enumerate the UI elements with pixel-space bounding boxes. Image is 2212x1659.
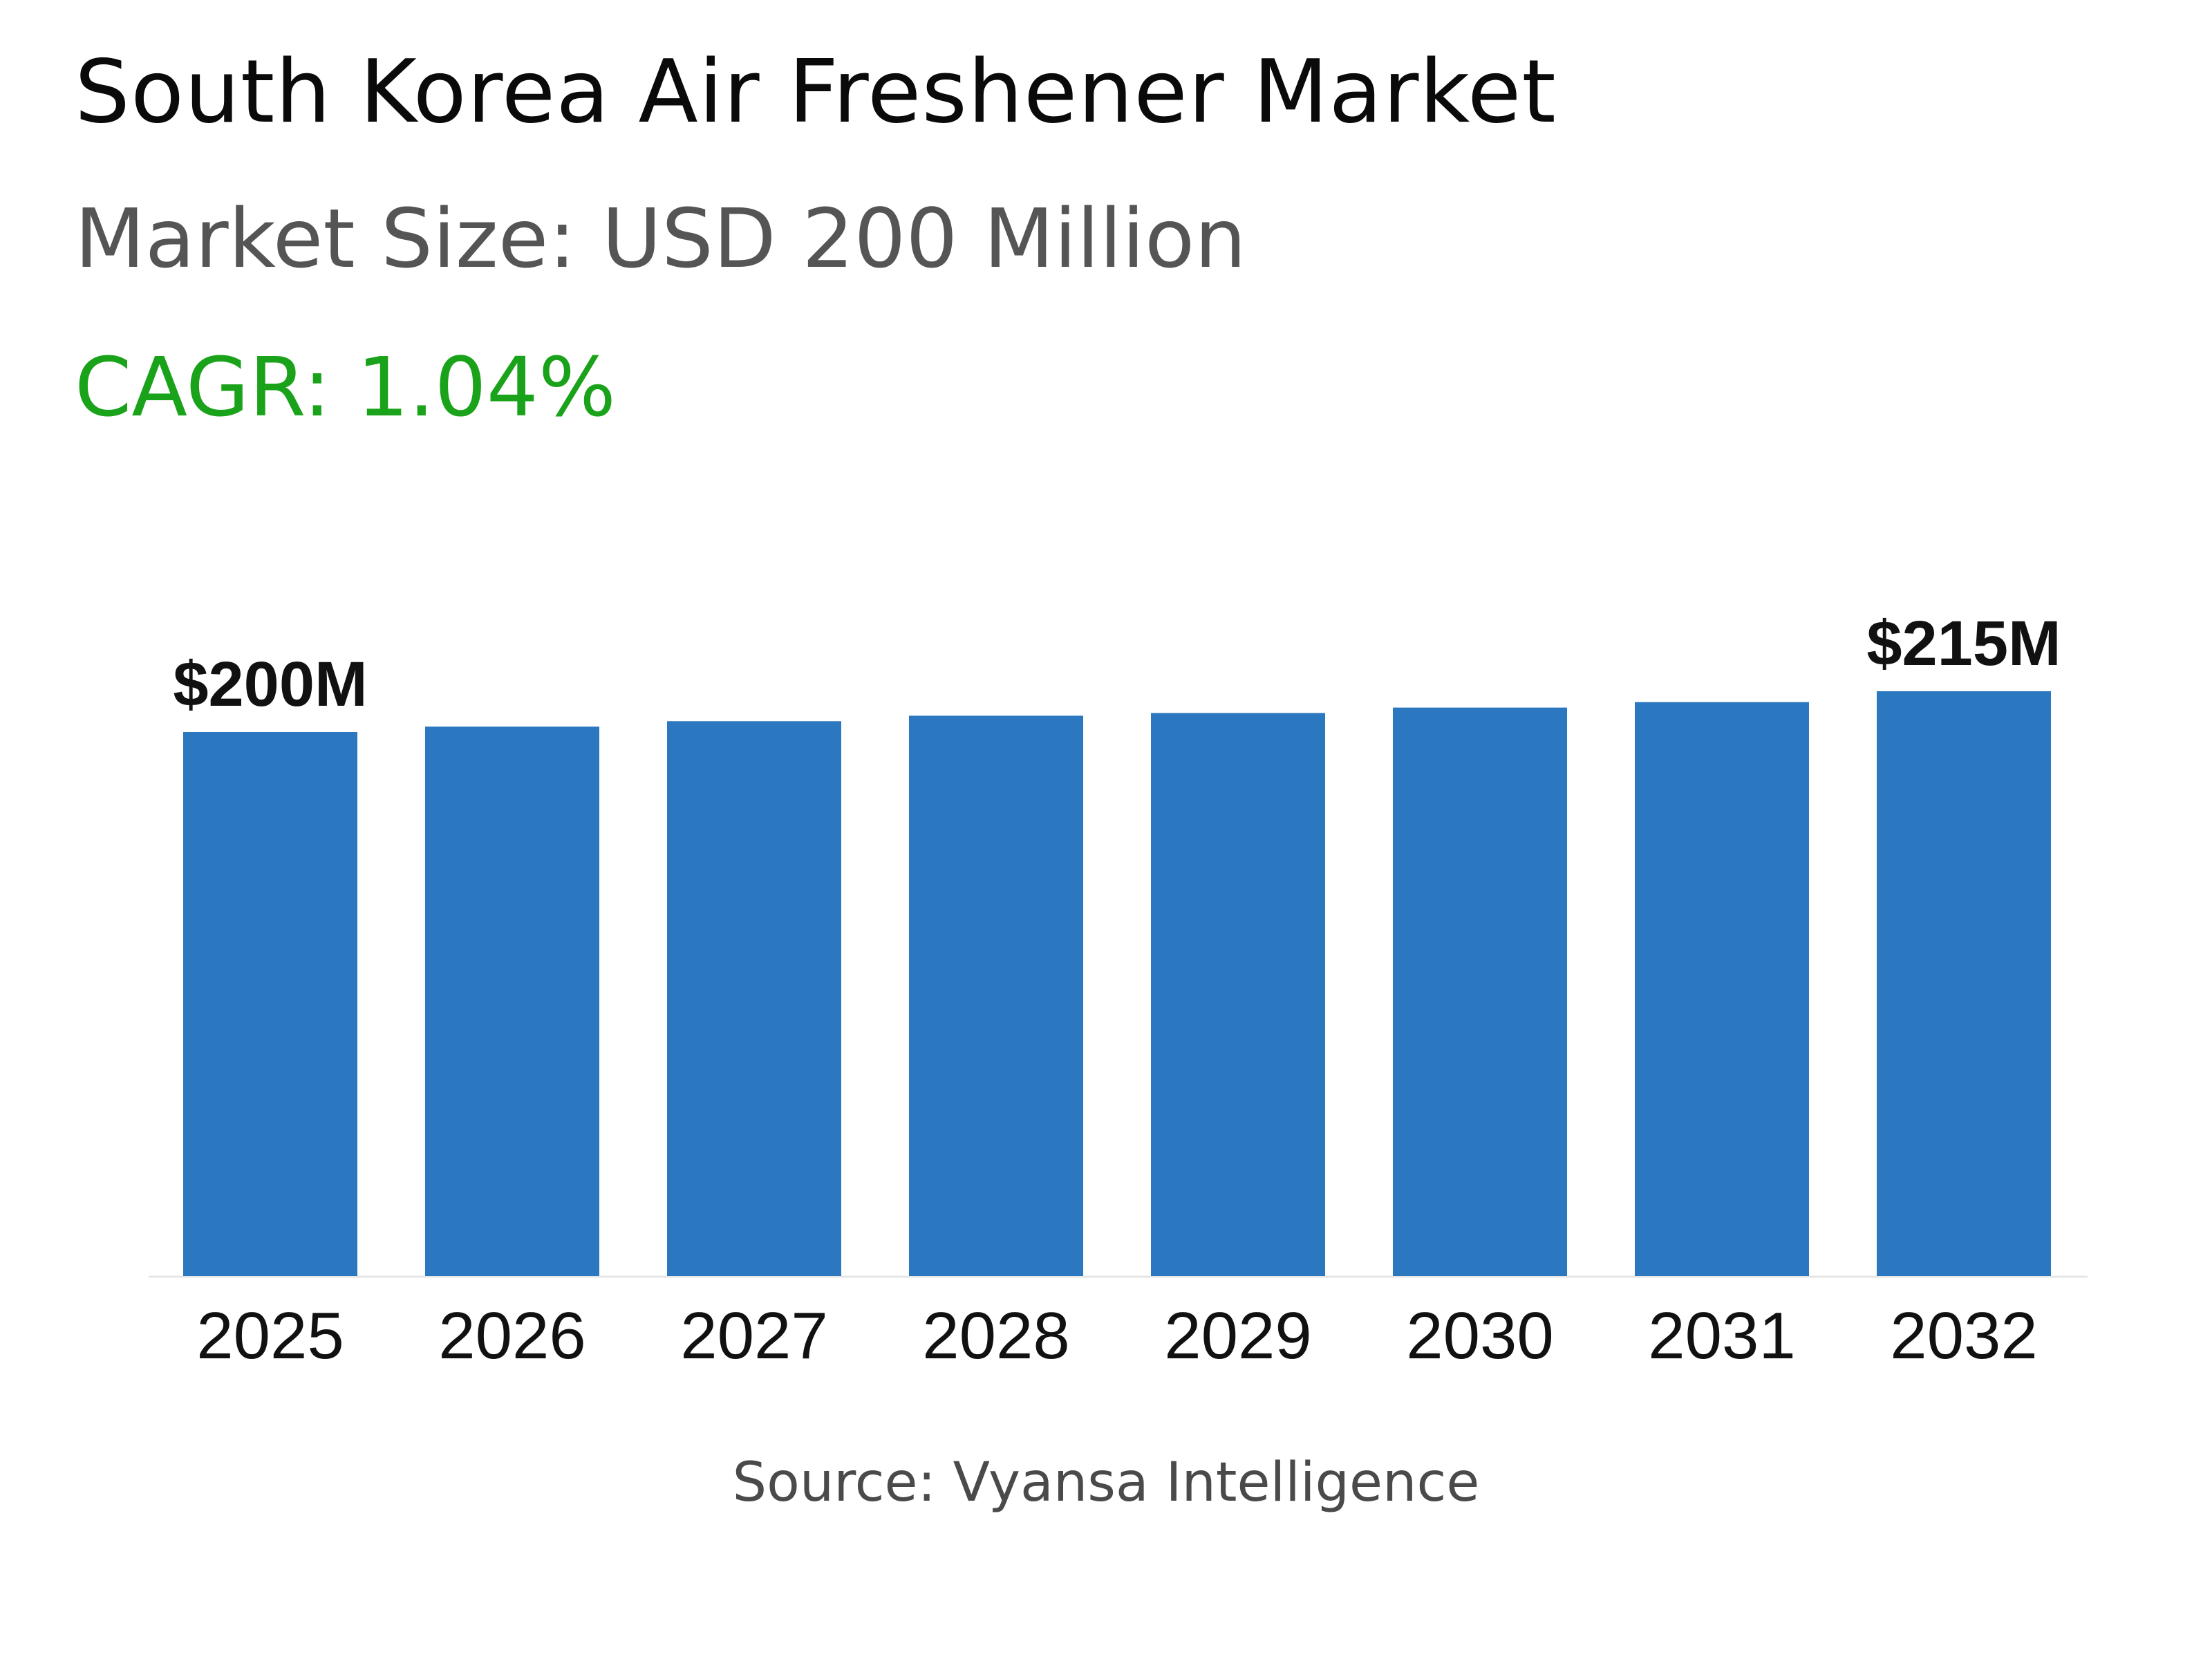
cagr-label: CAGR: 1.04% — [75, 339, 616, 435]
bar-2032 — [1877, 691, 2051, 1276]
bar-2025 — [183, 732, 357, 1276]
bar-2031 — [1635, 702, 1809, 1276]
x-tick-label-2030: 2030 — [1406, 1299, 1554, 1373]
bar-2030 — [1393, 707, 1567, 1276]
data-label-2032: $215M — [1866, 608, 2061, 679]
bar-2028 — [909, 715, 1083, 1276]
market-size-subtitle: Market Size: USD 200 Million — [75, 191, 1246, 286]
x-tick-label-2032: 2032 — [1890, 1299, 2038, 1373]
x-tick-label-2027: 2027 — [680, 1299, 828, 1373]
x-tick-label-2025: 2025 — [196, 1299, 344, 1373]
bar-2029 — [1151, 713, 1325, 1276]
data-label-2025: $200M — [173, 649, 367, 720]
source-note: Source: Vyansa Intelligence — [732, 1452, 1480, 1514]
chart-title: South Korea Air Freshener Market — [75, 41, 1557, 142]
x-tick-label-2029: 2029 — [1164, 1299, 1312, 1373]
x-tick-label-2031: 2031 — [1648, 1299, 1796, 1373]
x-tick-label-2028: 2028 — [922, 1299, 1070, 1373]
bar-2026 — [425, 727, 599, 1276]
bar-2027 — [667, 721, 841, 1276]
x-tick-label-2026: 2026 — [438, 1299, 586, 1373]
